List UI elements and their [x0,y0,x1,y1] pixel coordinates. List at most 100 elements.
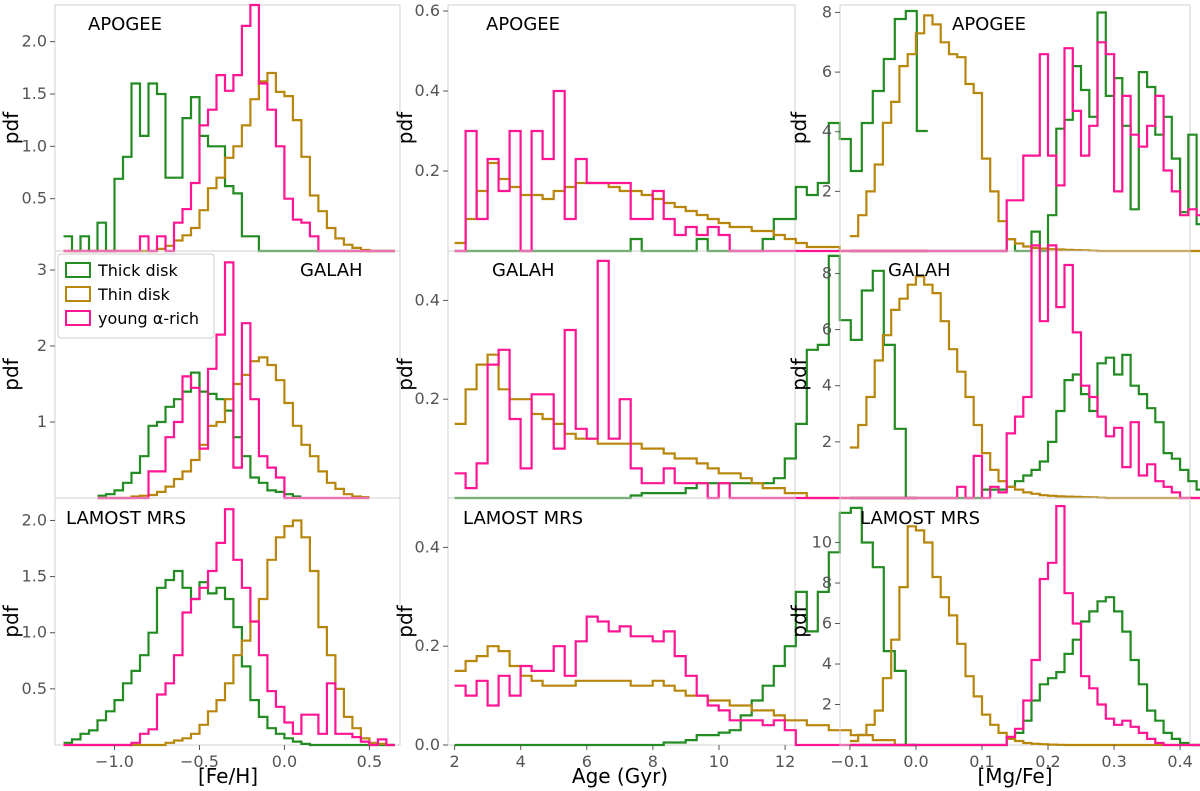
x-tick-label: 4 [516,752,526,771]
x-axis-label: [Mg/Fe] [977,764,1052,788]
x-tick-label: 6 [582,752,592,771]
x-axis-label: [Fe/H] [198,764,258,788]
y-tick-label: 8 [822,2,832,21]
y-axis-label: pdf [0,357,23,390]
panel-0-2: 2 4 6 8 APOGEE pdf [787,2,1200,253]
y-axis-label: pdf [787,604,811,637]
series-thick [63,82,395,253]
y-tick-label: 0.6 [415,1,440,20]
series-thin [454,161,928,253]
legend-box [57,253,215,339]
x-tick-label: 12 [775,752,795,771]
legend: Thick disk Thin disk young α-rich [57,253,215,339]
series-thick [454,254,917,500]
axes-frame [54,497,401,746]
y-axis-label: pdf [787,357,811,390]
panel-title: GALAH [492,260,555,281]
panel-1-2: 2 4 6 8 GALAH pdf [787,244,1200,500]
series-young [454,615,917,747]
y-tick-label: 2 [822,181,832,200]
series-young [63,508,395,747]
series-thick [97,371,302,498]
y-tick-label: 6 [822,62,832,81]
x-tick-label: 0.3 [1101,752,1126,771]
y-tick-label: 4 [822,122,832,141]
series-thin [63,71,395,253]
x-tick-label: −0.1 [830,752,869,771]
panel-0-0: 0.5 1.0 1.5 2.0 APOGEE pdf [0,3,401,253]
y-axis-label: pdf [787,111,811,144]
legend-label-young: young α-rich [98,309,199,328]
y-tick-label: 0.5 [22,679,47,698]
y-tick-label: 0.2 [415,636,440,655]
y-tick-label: 0.2 [415,161,440,180]
axes-frame [839,497,1191,746]
panel-title: GALAH [888,260,951,281]
panel-0-1: 0.2 0.4 0.6 APOGEE pdf [393,1,928,253]
y-tick-label: 6 [822,614,832,633]
x-tick-label: 10 [709,752,729,771]
y-tick-label: 8 [822,263,832,282]
y-tick-label: 8 [822,573,832,592]
y-axis-label: pdf [393,111,417,144]
y-tick-label: 2 [822,432,832,451]
y-tick-label: 1 [37,412,47,431]
x-axis-label: Age (Gyr) [572,764,668,788]
series-young [454,259,917,500]
panel-title: GALAH [300,260,363,281]
legend-label-thick: Thick disk [97,261,178,280]
y-tick-label: 0.0 [415,735,440,754]
y-axis-label: pdf [0,604,23,637]
y-tick-label: 4 [822,376,832,395]
y-tick-label: 4 [822,654,832,673]
panel-title: APOGEE [88,14,162,35]
axes-frame [839,250,1191,499]
panel-1-0: 1 2 3 GALAH pdf [0,250,401,500]
legend-label-thin: Thin disk [97,285,171,304]
axes-frame [447,4,796,252]
panel-title: LAMOST MRS [463,508,583,529]
y-tick-label: 1.0 [22,136,47,155]
y-tick-label: 0.4 [415,290,440,309]
x-tick-label: 0.0 [903,752,928,771]
legend-swatch-thin [65,286,91,302]
y-tick-label: 3 [37,260,47,279]
panel-1-1: 0.2 0.4 GALAH pdf [393,250,917,500]
y-tick-label: 0.5 [22,189,47,208]
series-young [849,244,1200,500]
series-thick [63,569,395,747]
panel-2-2: 2 4 6 8 10 −0.1 0.0 0.1 0.2 0.3 0.4 LAMOST MRS pdf [M… [787,497,1200,788]
series-thin [454,353,917,500]
x-tick-label: 0.2 [1035,752,1060,771]
y-tick-label: 2.0 [22,510,47,529]
series-young [63,3,395,253]
y-tick-label: 1.0 [22,623,47,642]
legend-swatch-thick [65,262,91,278]
y-tick-label: 2 [822,695,832,714]
panel-title: LAMOST MRS [860,508,980,529]
panel-title: LAMOST MRS [66,508,186,529]
x-tick-label: 8 [648,752,658,771]
x-tick-label: −0.5 [180,752,219,771]
y-tick-label: 0.2 [415,389,440,408]
x-tick-label: 0.4 [1167,752,1192,771]
panel-2-0: 0.5 1.0 1.5 2.0 −1.0 −0.5 0.0 0.5 LAMOST MRS pdf [… [0,497,401,788]
x-tick-label: 0.0 [272,752,297,771]
series-thick [454,506,917,747]
series-thick [454,9,928,253]
axes-frame [447,497,796,746]
y-tick-label: 1.5 [22,84,47,103]
x-tick-label: 2 [450,752,460,771]
panel-title: APOGEE [486,14,560,35]
y-tick-label: 0.4 [415,81,440,100]
series-thin [849,525,1200,747]
y-tick-label: 2.0 [22,32,47,51]
y-tick-label: 10 [812,533,832,552]
series-young [454,89,928,253]
legend-swatch-young [65,310,91,326]
x-tick-label: 0.5 [357,752,382,771]
axes-frame [447,250,796,499]
axes-frame [54,4,401,252]
y-tick-label: 0.4 [415,537,440,556]
